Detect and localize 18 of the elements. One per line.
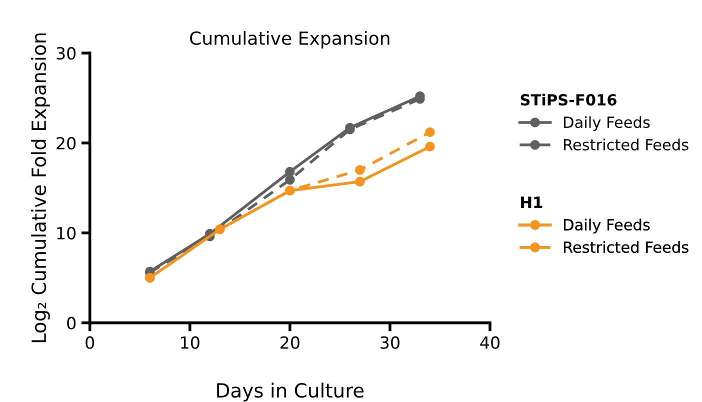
legend-label: Restricted Feeds	[564, 241, 688, 253]
legend-label: Daily Feeds	[564, 218, 650, 234]
x-tick-label: 10	[181, 336, 200, 349]
x-tick-label: 20	[280, 336, 300, 349]
x-tick-label: 30	[380, 336, 400, 349]
x-tick-label: 40	[480, 336, 500, 349]
chart-title: Cumulative Expansion	[190, 31, 390, 48]
y-axis-title: Log₂ Cumulative Fold Expansion	[31, 33, 50, 342]
legend-label: Restricted Feeds	[564, 138, 688, 150]
text: H1	[521, 196, 542, 208]
y-tick-label: 0	[67, 316, 76, 330]
text: STiPS-F016	[520, 94, 616, 106]
y-tick-label: 20	[56, 136, 76, 150]
legend-label: Daily Feeds	[564, 116, 650, 131]
y-tick-label: 10	[57, 226, 76, 240]
y-tick-label: 30	[56, 47, 76, 60]
x-axis-title: Days in Culture	[217, 382, 364, 402]
x-tick-label: 0	[86, 336, 94, 349]
